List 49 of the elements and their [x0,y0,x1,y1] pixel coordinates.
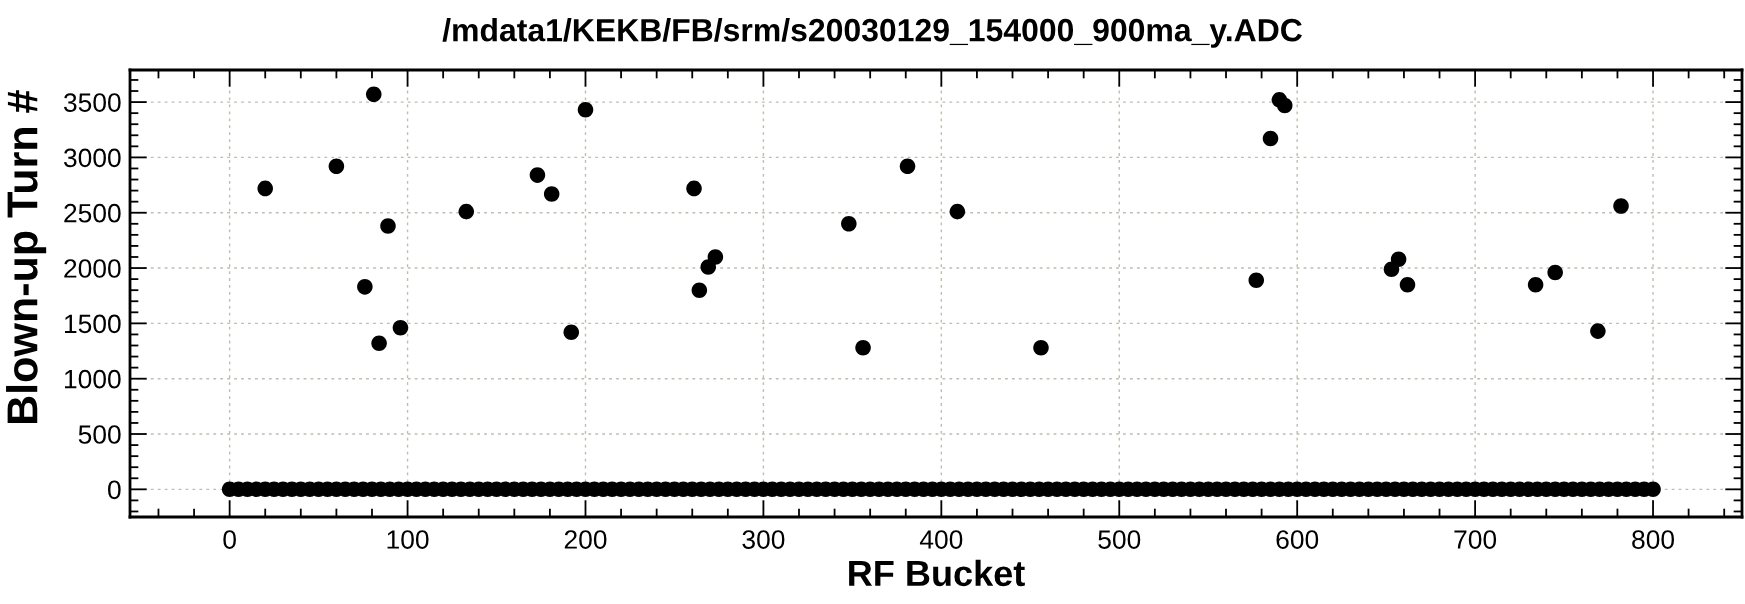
y-tick-label: 500 [78,425,121,444]
x-tick-label: 100 [387,530,429,549]
point [1262,130,1279,147]
point [855,339,871,356]
point [380,218,396,234]
y-tick-label: 3500 [63,93,121,112]
x-tick-label: 800 [1632,530,1675,549]
point [1390,251,1407,267]
point [458,203,475,220]
point [371,335,387,352]
point [707,249,724,265]
y-axis-title: Blown-up Turn # [6,90,47,424]
point [1033,339,1049,356]
x-tick-label: 700 [1454,530,1497,549]
y-tick-label: 1000 [64,369,121,389]
point [691,282,708,298]
x-tick-label: 600 [1276,530,1319,549]
point [1399,276,1416,293]
point [577,102,594,118]
point [1276,97,1293,114]
point [949,203,966,220]
point [357,279,373,295]
y-tick-label: 2000 [64,259,121,278]
y-tick-label: 1500 [64,314,121,334]
point [257,180,273,197]
x-axis-title: RF Bucket [849,559,1025,587]
point [1547,264,1563,281]
point [899,158,916,175]
x-tick-label: 500 [1098,530,1141,549]
point [365,86,382,103]
point [328,158,345,175]
point [392,320,409,336]
x-tick-label: 400 [919,530,963,549]
point [543,186,560,202]
chart-title: /mdata1/KEKB/FB/srm/s20030129_154000_900ma_y.ADC [442,18,1302,48]
point [1590,323,1606,339]
point [1248,272,1265,288]
x-tick-label: 300 [742,530,785,549]
x-tick-label: 0 [223,530,236,549]
point [686,180,702,197]
point [529,167,546,183]
y-tick-label: 2500 [64,203,121,223]
point [841,216,857,232]
y-tick-label: 3000 [63,148,121,168]
y-tick-label: 0 [108,480,121,500]
point [1527,276,1544,293]
point [563,324,580,340]
x-tick-label: 200 [564,530,607,549]
point [1613,198,1629,214]
